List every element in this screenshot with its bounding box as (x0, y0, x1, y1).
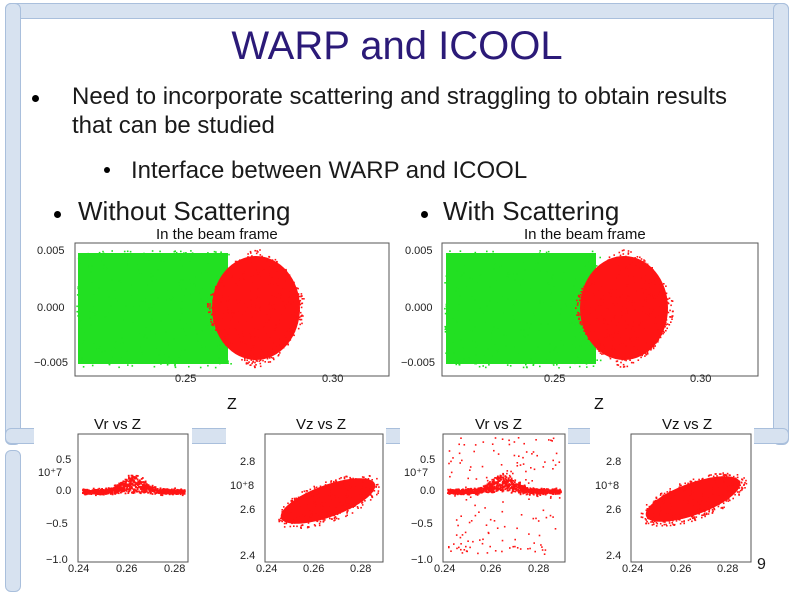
page-number: 9 (757, 556, 766, 573)
vz-left-xtick-3: 0.28 (350, 563, 372, 575)
frame-bar-right (773, 3, 789, 445)
beam-plot-left-title: In the beam frame (156, 226, 278, 243)
bullet-sub-text: Interface between WARP and ICOOL (131, 157, 528, 184)
vr-right-title: Vr vs Z (475, 416, 522, 433)
vr-plot-left: Vr vs Z 10⁺7 0.5 0.0 −0.5 −1.0 0.24 0.26… (34, 416, 192, 578)
beam-left-ytick-3: −0.005 (34, 357, 68, 369)
beam-plot-right-title: In the beam frame (524, 226, 646, 243)
vz-right-ytick-3: 2.4 (606, 550, 622, 562)
beam-left-z-label: Z (227, 396, 237, 413)
bullet-dot-main (32, 95, 39, 102)
vz-right-scale: 10⁺8 (595, 480, 620, 492)
vr-left-ytick-2: 0.0 (56, 485, 72, 497)
bullet-main-text: Need to incorporate scattering and strag… (72, 83, 728, 139)
vz-left-title: Vz vs Z (296, 416, 347, 433)
red-particles (575, 249, 674, 368)
vr-left-xtick-1: 0.24 (68, 563, 90, 575)
beam-left-xtick-1: 0.25 (175, 373, 197, 385)
vr-left-scale: 10⁺7 (38, 467, 63, 479)
beam-left-xtick-2: 0.30 (322, 373, 344, 385)
vz-right-title: Vz vs Z (662, 416, 713, 433)
vr-right-ytick-1: 0.5 (420, 454, 436, 466)
red-particles (640, 472, 748, 527)
vr-right-xtick-3: 0.28 (528, 563, 550, 575)
vz-right-ytick-1: 2.8 (606, 456, 622, 468)
vr-left-xtick-3: 0.28 (164, 563, 186, 575)
red-particles (447, 437, 562, 555)
bullet-dot-right (421, 211, 428, 218)
vz-left-xtick-2: 0.26 (303, 563, 325, 575)
vz-left-ytick-2: 2.6 (240, 504, 256, 516)
bullet-dot-sub (104, 167, 110, 173)
beam-right-ytick-3: −0.005 (401, 357, 435, 369)
beam-right-z-label: Z (594, 396, 604, 413)
vz-plot-left: Vz vs Z 2.8 10⁺8 2.6 2.4 0.24 0.26 0.28 (226, 416, 386, 578)
bullet-left-text: Without Scattering (78, 196, 291, 226)
beam-left-ytick-1: 0.005 (37, 245, 65, 257)
vr-right-xtick-1: 0.24 (434, 563, 456, 575)
vr-right-ytick-2: 0.0 (420, 485, 436, 497)
frame-bar-left (5, 3, 21, 445)
frame-bar-top (5, 3, 789, 19)
vz-right-xtick-1: 0.24 (622, 563, 644, 575)
beam-right-ytick-1: 0.005 (405, 245, 433, 257)
vz-left-xtick-1: 0.24 (256, 563, 278, 575)
vr-right-ytick-4: −1.0 (411, 554, 433, 566)
vz-left-ytick-1: 2.8 (240, 456, 256, 468)
slide-title: WARP and ICOOL (231, 24, 563, 68)
vz-left-scale: 10⁺8 (230, 480, 255, 492)
beam-plot-left: In the beam frame 0.005 0.000 −0.005 0.2… (34, 226, 392, 413)
frame-bar-lower-left (5, 450, 21, 592)
beam-left-ytick-2: 0.000 (37, 302, 65, 314)
vz-plot-right: Vz vs Z 2.8 10⁺8 2.6 2.4 0.24 0.26 0.28 (590, 416, 754, 578)
vz-left-ytick-3: 2.4 (240, 550, 256, 562)
vr-right-xtick-2: 0.26 (480, 563, 502, 575)
vz-right-xtick-2: 0.26 (670, 563, 692, 575)
red-particles (207, 249, 305, 369)
beam-plot-right: In the beam frame 0.005 0.000 −0.005 0.2… (400, 226, 762, 413)
green-particles (76, 250, 234, 369)
bullet-right-text: With Scattering (443, 196, 620, 226)
vr-left-xtick-2: 0.26 (116, 563, 138, 575)
vr-right-scale: 10⁺7 (404, 467, 429, 479)
vr-left-title: Vr vs Z (94, 416, 141, 433)
red-particles (82, 474, 186, 497)
beam-right-ytick-2: 0.000 (405, 302, 433, 314)
bullet-dot-left (54, 211, 61, 218)
beam-right-xtick-1: 0.25 (544, 373, 566, 385)
vr-right-ytick-3: −0.5 (411, 518, 433, 530)
vz-right-xtick-3: 0.28 (717, 563, 739, 575)
vr-plot-right: Vr vs Z 10⁺7 0.5 0.0 −0.5 −1.0 0.24 0.26… (400, 416, 568, 578)
vz-right-ytick-2: 2.6 (606, 504, 622, 516)
green-particles (444, 250, 602, 369)
beam-right-xtick-2: 0.30 (690, 373, 712, 385)
vr-left-ytick-3: −0.5 (46, 518, 68, 530)
vr-left-ytick-1: 0.5 (56, 454, 72, 466)
vr-left-ytick-4: −1.0 (46, 554, 68, 566)
red-particles (278, 475, 380, 529)
